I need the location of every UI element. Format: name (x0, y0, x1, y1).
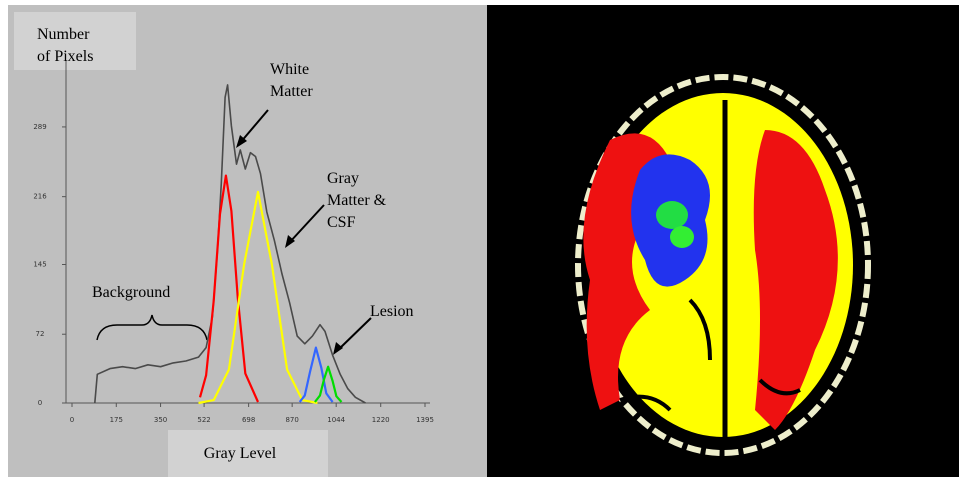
x-tick-label: 522 (197, 416, 210, 424)
x-tick-label: 698 (242, 416, 255, 424)
annotation-line: Matter & (327, 192, 387, 209)
x-tick-label: 870 (285, 416, 298, 424)
annotation-line: CSF (327, 214, 356, 231)
x-tick-label: 1220 (372, 416, 390, 424)
annotation: Lesion (370, 303, 414, 320)
annotation-line: White (270, 61, 309, 78)
x-axis-label: Gray Level (204, 445, 277, 462)
y-axis-label-line: of Pixels (37, 48, 93, 65)
x-tick-label: 350 (154, 416, 167, 424)
y-tick-label: 145 (33, 260, 46, 268)
y-tick-label: 0 (38, 399, 42, 407)
y-tick-label: 289 (33, 123, 46, 131)
x-tick-label: 1044 (327, 416, 345, 424)
figure: 0 175 350 522 698 870 1044 1220 1395 0 72 145 216 289… (0, 0, 959, 482)
y-tick-label: 216 (33, 193, 47, 201)
y-axis-label-line: Number (37, 26, 90, 43)
annotation: Background (92, 284, 170, 301)
x-tick-label: 0 (70, 416, 74, 424)
annotation-line: Background (92, 284, 170, 301)
annotation-line: Lesion (370, 303, 414, 320)
x-tick-label: 175 (110, 416, 123, 424)
x-tick-label: 1395 (416, 416, 434, 424)
page: {"chart_data": { "type": "line", "ylabel… (0, 0, 959, 482)
annotation-line: Gray (327, 170, 359, 187)
y-tick-label: 72 (36, 330, 45, 338)
annotation-line: Matter (270, 83, 313, 100)
